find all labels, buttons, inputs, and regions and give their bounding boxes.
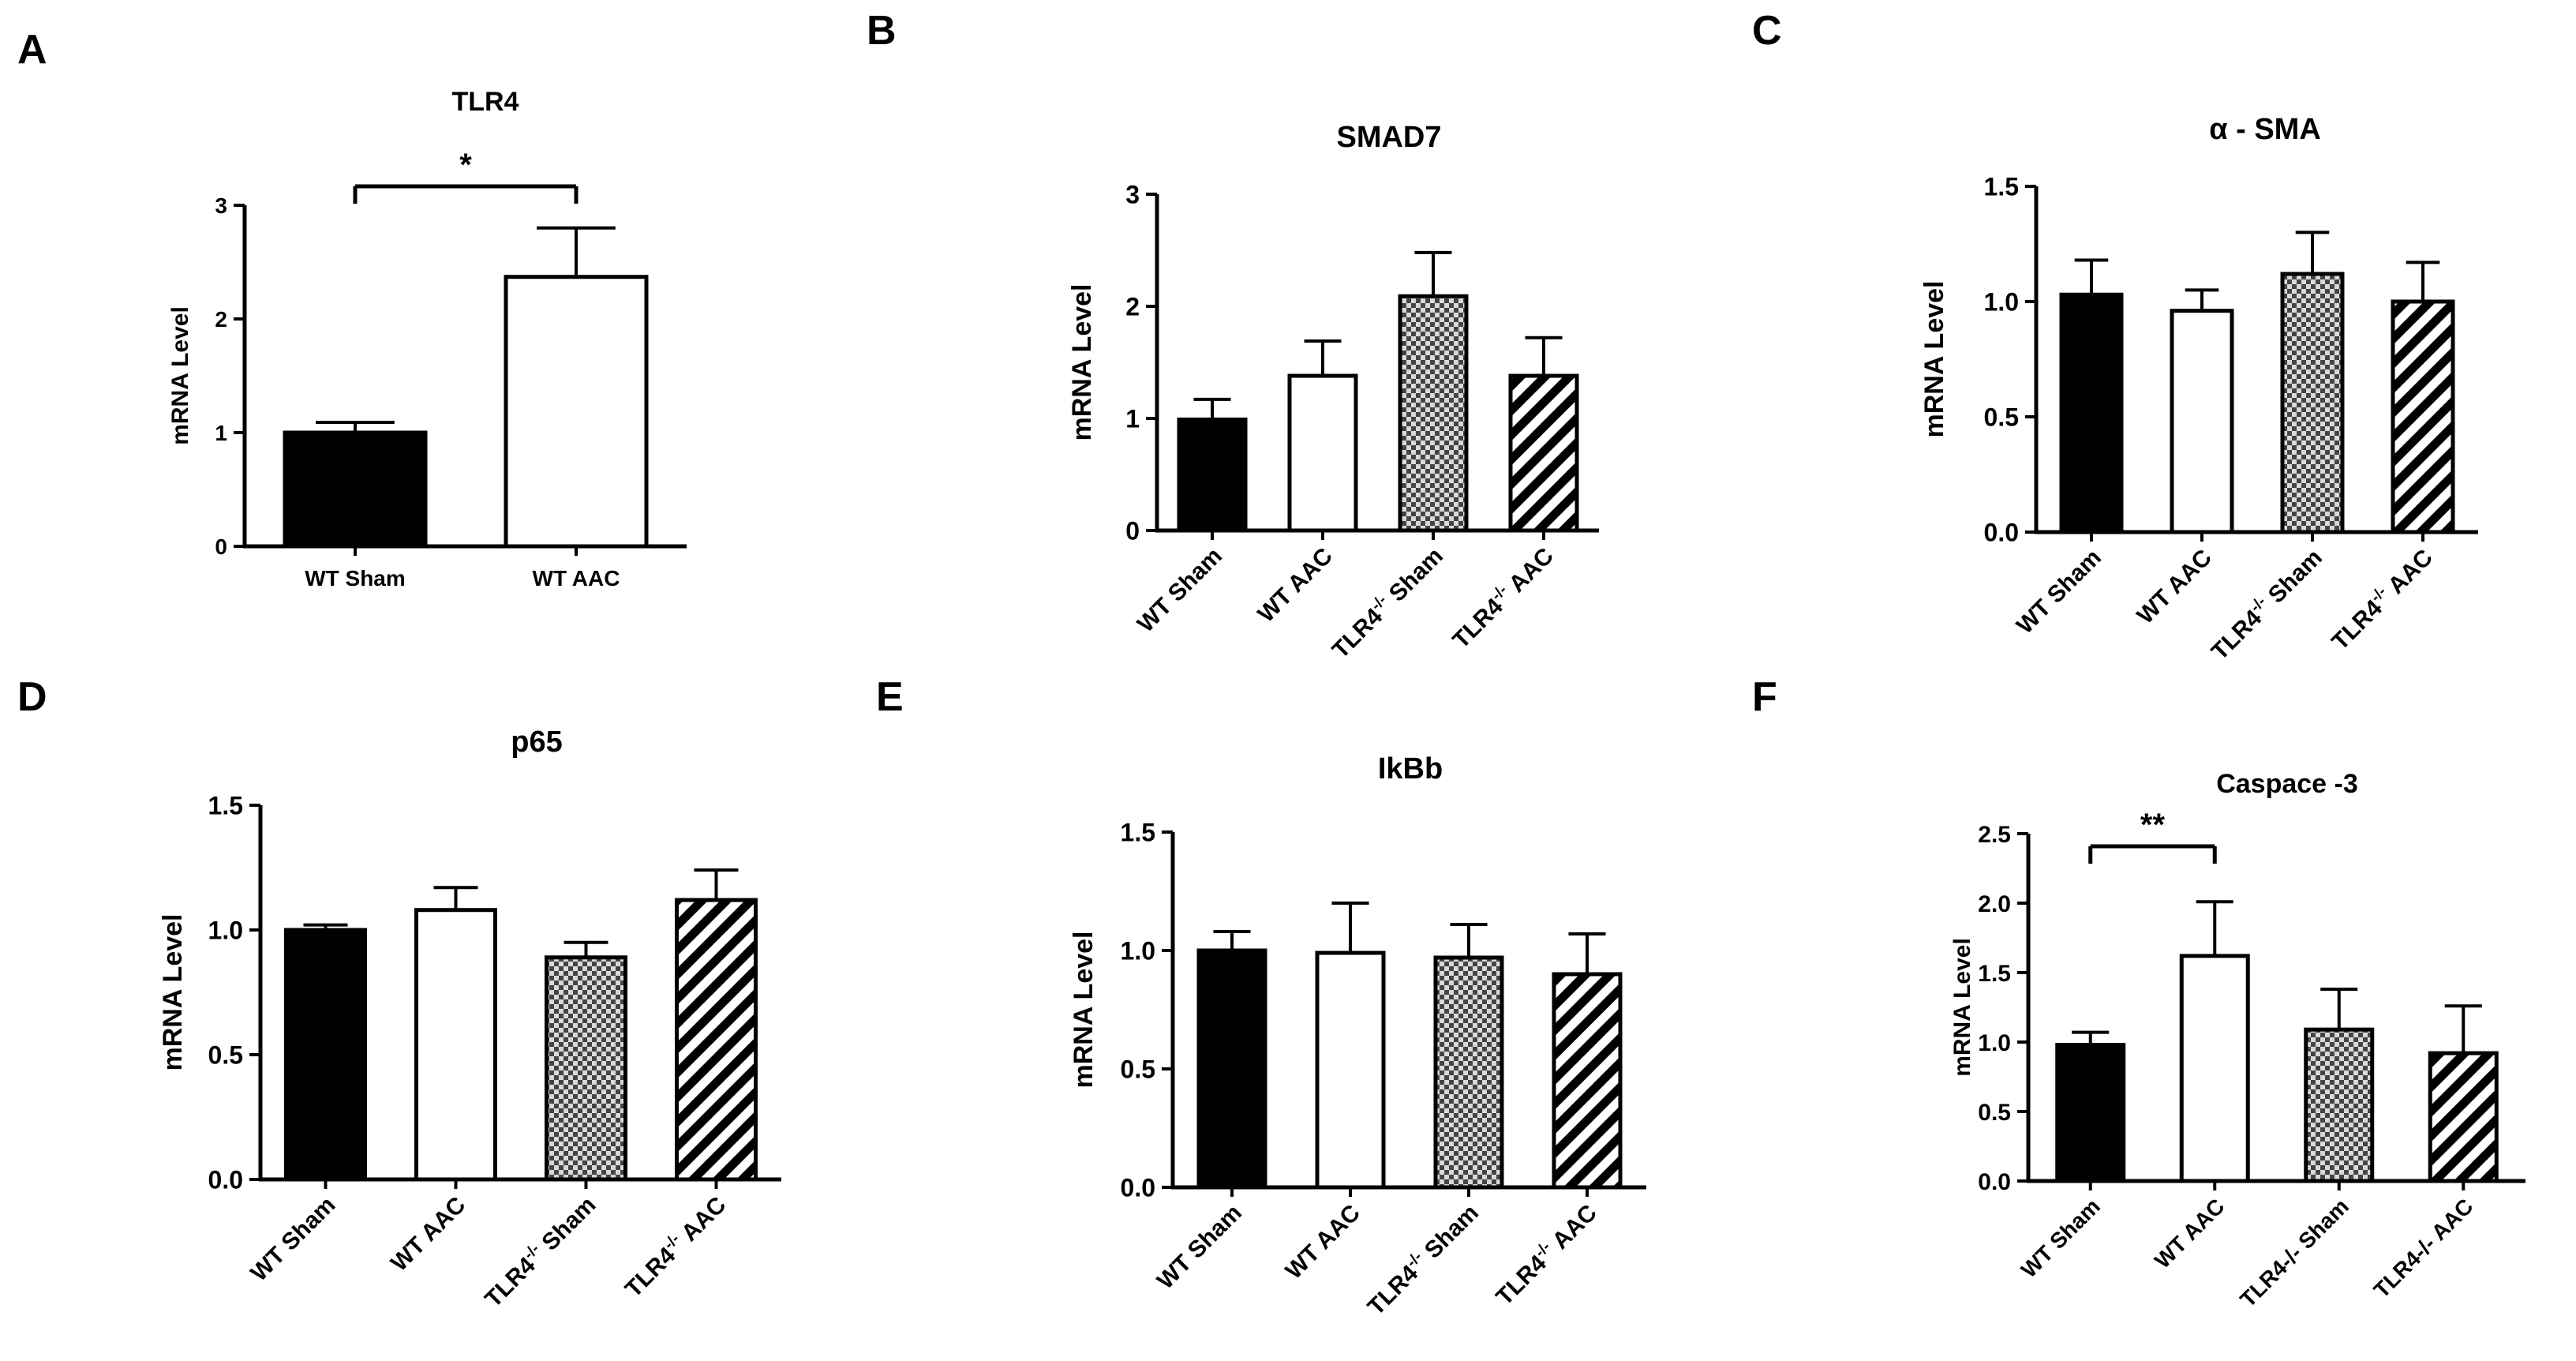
chart-title: TLR4 xyxy=(452,87,519,117)
panel-d: D p65 mRNA Level 0.0 0.5 1.0 1.5 WT Sham WT A… xyxy=(17,674,781,1313)
panel-letter: A xyxy=(17,27,47,73)
chart-title: SMAD7 xyxy=(1336,121,1441,154)
y-axis-label: mRNA Level xyxy=(1067,283,1097,441)
bar xyxy=(284,928,367,1182)
y-tick-label: 1 xyxy=(1125,405,1140,433)
bar xyxy=(1398,294,1469,533)
y-tick-label: 1 xyxy=(215,421,227,445)
panel-letter: E xyxy=(876,674,904,720)
bar xyxy=(1177,417,1248,533)
bar xyxy=(1433,955,1504,1190)
significance-label: * xyxy=(459,148,472,182)
y-tick-label: 0.5 xyxy=(1121,1055,1155,1084)
y-tick-label: 2.0 xyxy=(1978,891,2011,917)
y-tick-label: 1.0 xyxy=(1984,288,2019,317)
y-tick-label: 1.0 xyxy=(1978,1030,2011,1056)
panel-f: F Caspace -3 mRNA Level 0.0 0.5 1.0 1.5 2.0 2… xyxy=(1752,674,2525,1312)
y-tick-label: 0 xyxy=(1125,517,1140,546)
y-axis-label: mRNA Level xyxy=(1919,280,1949,437)
y-tick-label: 0.5 xyxy=(1984,403,2019,432)
y-tick-label: 1.5 xyxy=(208,792,243,820)
y-axis-label: mRNA Level xyxy=(167,306,193,445)
x-tick-label: TLR4-/- AAC xyxy=(2325,542,2438,655)
panel-letter: C xyxy=(1752,8,1782,54)
x-tick-label: WT Sham xyxy=(1152,1200,1247,1295)
y-tick-label: 1.5 xyxy=(1978,961,2011,987)
bar xyxy=(675,898,758,1182)
bar xyxy=(1552,972,1623,1190)
y-tick-label: 0.5 xyxy=(1978,1100,2011,1126)
y-axis-label: mRNA Level xyxy=(158,913,188,1070)
panel-letter: B xyxy=(867,8,897,54)
x-tick-label: WT Sham xyxy=(2012,545,2106,639)
panel-letter: F xyxy=(1752,674,1777,720)
x-tick-label: TLR4-/- Sham xyxy=(2205,542,2327,665)
y-tick-label: 1.5 xyxy=(1121,819,1155,847)
x-tick-label: WT AAC xyxy=(386,1192,470,1277)
bar xyxy=(2055,1043,2126,1183)
bar xyxy=(1287,373,1358,533)
x-tick-label: WT Sham xyxy=(2016,1194,2105,1282)
chart-title: Caspace -3 xyxy=(2216,769,2358,799)
x-tick-label: WT Sham xyxy=(1133,543,1227,638)
x-tick-label: TLR4-/- Sham xyxy=(1326,541,1448,663)
panel-c: C α - SMA mRNA Level 0.0 0.5 1.0 1.5 WT Sham… xyxy=(1752,8,2478,666)
chart-title: α - SMA xyxy=(2209,113,2321,146)
panel-a: A TLR4 mRNA Level 0 1 2 3 WT Sham WT AAC * xyxy=(17,27,687,591)
y-tick-label: 0 xyxy=(215,534,227,559)
x-tick-label: TLR4-/- Sham xyxy=(1361,1198,1484,1320)
bar xyxy=(504,275,649,549)
y-tick-label: 1.0 xyxy=(1121,937,1155,965)
bar xyxy=(414,908,497,1182)
x-tick-label: WT AAC xyxy=(2132,545,2217,629)
y-tick-label: 0.5 xyxy=(208,1041,243,1070)
y-tick-label: 2.5 xyxy=(1978,822,2011,848)
y-tick-label: 0.0 xyxy=(1978,1169,2011,1195)
x-tick-label: TLR4-/- AAC xyxy=(2369,1194,2478,1303)
bar xyxy=(2280,272,2345,534)
bar xyxy=(545,955,627,1182)
x-tick-label: WT Sham xyxy=(245,1192,340,1287)
y-axis-label: mRNA Level xyxy=(1069,931,1099,1088)
y-tick-label: 0.0 xyxy=(1121,1174,1155,1202)
bar xyxy=(283,430,428,549)
y-axis-label: mRNA Level xyxy=(1949,938,1975,1077)
x-tick-label: WT AAC xyxy=(1281,1200,1365,1284)
bar xyxy=(2304,1027,2375,1183)
bar xyxy=(1508,373,1579,533)
y-tick-label: 3 xyxy=(1125,181,1140,209)
significance-label: ** xyxy=(2140,808,2166,842)
x-tick-label: TLR4-/- AAC xyxy=(1446,541,1559,654)
y-tick-label: 2 xyxy=(1125,293,1140,321)
bar xyxy=(2179,954,2250,1183)
x-tick-label: WT AAC xyxy=(2150,1194,2229,1273)
panel-letter: D xyxy=(17,674,47,720)
bar xyxy=(2428,1051,2499,1183)
y-tick-label: 0.0 xyxy=(208,1166,243,1194)
bar xyxy=(2391,299,2455,534)
x-tick-label: WT Sham xyxy=(305,566,406,591)
bar xyxy=(1196,948,1267,1190)
chart-title: IkBb xyxy=(1378,752,1443,785)
chart-title: p65 xyxy=(511,725,562,759)
bar xyxy=(2059,292,2124,534)
x-tick-label: TLR4-/- AAC xyxy=(619,1190,732,1303)
x-tick-label: TLR4-/- AAC xyxy=(1489,1198,1602,1310)
y-tick-label: 3 xyxy=(215,193,227,218)
y-tick-label: 0.0 xyxy=(1984,519,2019,547)
x-tick-label: WT AAC xyxy=(1253,543,1338,628)
bar xyxy=(2170,309,2234,534)
x-tick-label: TLR4-/- Sham xyxy=(2235,1194,2353,1312)
y-tick-label: 1.5 xyxy=(1984,173,2019,201)
panel-e: E IkBb mRNA Level 0.0 0.5 1.0 1.5 WT Sham WT … xyxy=(876,674,1646,1321)
bar xyxy=(1315,950,1386,1190)
y-tick-label: 1.0 xyxy=(208,917,243,945)
x-tick-label: TLR4-/- Sham xyxy=(478,1190,601,1312)
x-tick-label: WT AAC xyxy=(533,566,620,591)
y-tick-label: 2 xyxy=(215,307,227,332)
